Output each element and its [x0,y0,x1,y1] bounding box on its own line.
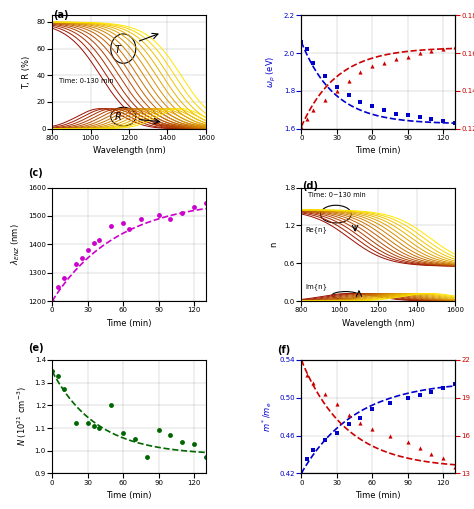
Y-axis label: $\lambda_{ENZ}$ (nm): $\lambda_{ENZ}$ (nm) [10,223,22,265]
X-axis label: Time (min): Time (min) [106,319,152,328]
Text: (c): (c) [28,168,43,178]
Text: $T$: $T$ [114,43,122,54]
Text: Re{n}: Re{n} [305,227,327,234]
Y-axis label: n: n [269,242,278,247]
Text: (e): (e) [28,343,44,353]
Text: Im{n}: Im{n} [305,284,327,290]
Y-axis label: $N$ $(10^{21}$ cm$^{-3})$: $N$ $(10^{21}$ cm$^{-3})$ [16,387,29,446]
X-axis label: Time (min): Time (min) [356,491,401,500]
Y-axis label: $m^*/m_e$: $m^*/m_e$ [260,402,274,432]
Text: (a): (a) [53,10,69,20]
Y-axis label: $\omega_p$ (eV): $\omega_p$ (eV) [265,56,278,88]
Text: Time: 0-130 min: Time: 0-130 min [59,78,113,84]
Y-axis label: T, R (%): T, R (%) [22,55,31,89]
Text: (d): (d) [302,181,318,191]
X-axis label: Wavelength (nm): Wavelength (nm) [342,319,415,328]
X-axis label: Wavelength (nm): Wavelength (nm) [92,147,165,155]
X-axis label: Time (min): Time (min) [106,491,152,500]
Text: Time: 0~130 min: Time: 0~130 min [308,192,366,198]
Text: (f): (f) [278,346,291,355]
X-axis label: Time (min): Time (min) [356,147,401,155]
Text: $R$: $R$ [114,110,121,122]
